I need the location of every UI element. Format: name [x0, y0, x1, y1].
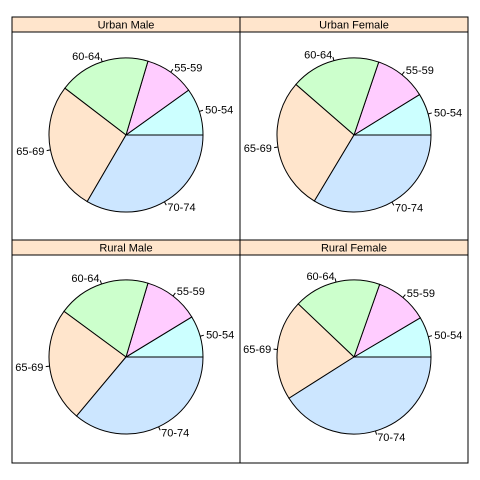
slice-label-tick [171, 69, 173, 72]
panel-rural-female: Rural Female 50-54 55-59 60-64 65-69 70-74 [240, 240, 468, 463]
slice-label-60-64: 60-64 [72, 51, 100, 63]
slice-label-tick [100, 280, 101, 284]
panel-title: Rural Female [321, 243, 387, 255]
slice-label-tick [199, 110, 203, 111]
panel-title: Rural Male [99, 243, 152, 255]
slice-label-50-54: 50-54 [434, 330, 462, 342]
slice-label-tick [47, 150, 51, 151]
slice-label-55-59: 55-59 [407, 288, 435, 300]
slice-label-70-74: 70-74 [377, 432, 405, 444]
slice-label-tick [159, 427, 161, 430]
slice-label-tick [200, 335, 204, 336]
slice-label-55-59: 55-59 [406, 65, 434, 77]
slice-label-tick [173, 293, 175, 296]
slice-label-65-69: 65-69 [15, 362, 43, 374]
panel-title: Urban Male [98, 20, 155, 32]
slice-label-65-69: 65-69 [16, 146, 44, 158]
slice-label-60-64: 60-64 [71, 273, 99, 285]
slice-label-60-64: 60-64 [306, 271, 334, 283]
slice-label-tick [402, 72, 404, 75]
slice-label-tick [164, 202, 166, 205]
slice-label-50-54: 50-54 [434, 107, 462, 119]
slice-label-tick [274, 147, 278, 148]
slice-label-tick [101, 58, 102, 62]
panel-urban-female: Urban Female 50-54 55-59 60-64 65-69 70-74 [240, 17, 468, 240]
slice-label-65-69: 65-69 [244, 143, 272, 155]
slice-label-tick [392, 202, 394, 205]
slice-label-tick [428, 113, 432, 114]
slice-label-tick [335, 278, 336, 282]
slice-label-55-59: 55-59 [174, 62, 202, 74]
panel-grid: Urban Male50-5455-5960-6465-6970-74Urban… [12, 17, 468, 463]
slice-label-65-69: 65-69 [243, 344, 271, 356]
panel-title: Urban Female [319, 20, 389, 32]
slice-label-55-59: 55-59 [177, 286, 205, 298]
panel-rural-male: Rural Male 50-54 55-59 60-64 65-69 70-74 [12, 240, 240, 463]
slice-label-70-74: 70-74 [161, 427, 189, 439]
slice-label-tick [403, 295, 405, 298]
slice-label-50-54: 50-54 [205, 105, 233, 117]
slice-label-tick [333, 57, 334, 61]
slice-label-60-64: 60-64 [304, 50, 332, 62]
slice-label-tick [428, 336, 432, 337]
slice-label-70-74: 70-74 [395, 202, 423, 214]
slice-label-50-54: 50-54 [206, 330, 234, 342]
slice-label-70-74: 70-74 [167, 202, 195, 214]
panel-urban-male: Urban Male 50-54 55-59 60-64 65-69 70-74 [12, 17, 240, 240]
